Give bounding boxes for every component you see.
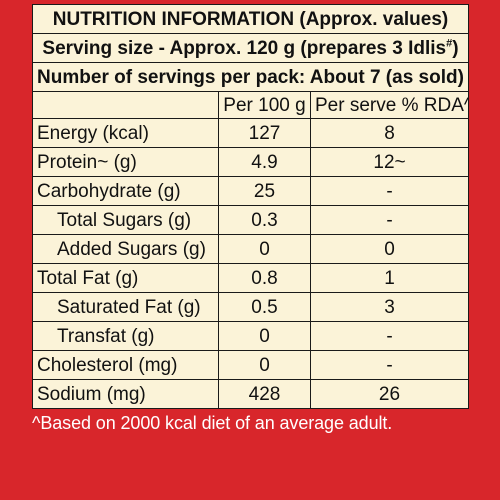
value-per-serve-rda: 12~ [310, 147, 469, 177]
value-per-100g: 0 [218, 321, 311, 351]
nutrient-name: Added Sugars (g) [32, 234, 219, 264]
nutrition-table: NUTRITION INFORMATION (Approx. values) S… [32, 4, 469, 409]
value-per-serve-rda: - [310, 350, 469, 380]
value-per-serve-rda: 26 [310, 379, 469, 409]
value-per-serve-rda: 1 [310, 263, 469, 293]
table-row: Total Fat (g) 0.8 1 [32, 263, 469, 293]
column-header-blank [32, 91, 219, 119]
value-per-100g: 0 [218, 350, 311, 380]
value-per-serve-rda: 3 [310, 292, 469, 322]
nutrient-name: Saturated Fat (g) [32, 292, 219, 322]
table-row: Added Sugars (g) 0 0 [32, 234, 469, 264]
value-per-100g: 4.9 [218, 147, 311, 177]
table-row: Total Sugars (g) 0.3- [32, 205, 469, 235]
servings-per-pack: Number of servings per pack: About 7 (as… [32, 62, 469, 92]
value-per-serve-rda: - [310, 205, 469, 235]
nutrient-name: Total Fat (g) [32, 263, 219, 293]
table-row: Energy (kcal) 127 8 [32, 118, 469, 148]
nutrient-name: Protein~ (g) [32, 147, 219, 177]
value-per-serve-rda: 0 [310, 234, 469, 264]
value-per-100g: 0.8 [218, 263, 311, 293]
value-per-100g: 0.3 [218, 205, 311, 235]
nutrient-name: Energy (kcal) [32, 118, 219, 148]
table-row: Cholesterol (mg) 0- [32, 350, 469, 380]
nutrient-name: Total Sugars (g) [32, 205, 219, 235]
serving-size-mark: # [446, 37, 453, 50]
value-per-100g: 0 [218, 234, 311, 264]
value-per-100g: 428 [218, 379, 311, 409]
value-per-serve-rda: - [310, 176, 469, 206]
column-header-per-serve: Per serve % RDA^ [310, 91, 469, 119]
nutrient-name: Transfat (g) [32, 321, 219, 351]
footnote: ^Based on 2000 kcal diet of an average a… [32, 413, 393, 433]
table-row: Sodium (mg) 428 26 [32, 379, 469, 409]
table-row: Carbohydrate (g) 25- [32, 176, 469, 206]
value-per-100g: 25 [218, 176, 311, 206]
value-per-100g: 0.5 [218, 292, 311, 322]
table-row: Saturated Fat (g) 0.5 3 [32, 292, 469, 322]
value-per-serve-rda: 8 [310, 118, 469, 148]
nutrition-panel: NUTRITION INFORMATION (Approx. values) S… [32, 4, 469, 496]
table-row: Protein~ (g) 4.9 12~ [32, 147, 469, 177]
table-title: NUTRITION INFORMATION (Approx. values) [32, 4, 469, 34]
table-row: Transfat (g) 0- [32, 321, 469, 351]
nutrient-name: Sodium (mg) [32, 379, 219, 409]
value-per-serve-rda: - [310, 321, 469, 351]
nutrient-name: Cholesterol (mg) [32, 350, 219, 380]
value-per-100g: 127 [218, 118, 311, 148]
nutrient-name: Carbohydrate (g) [32, 176, 219, 206]
column-header-per-100g: Per 100 g [218, 91, 311, 119]
serving-size: Serving size - Approx. 120 g (prepares 3… [32, 33, 469, 63]
